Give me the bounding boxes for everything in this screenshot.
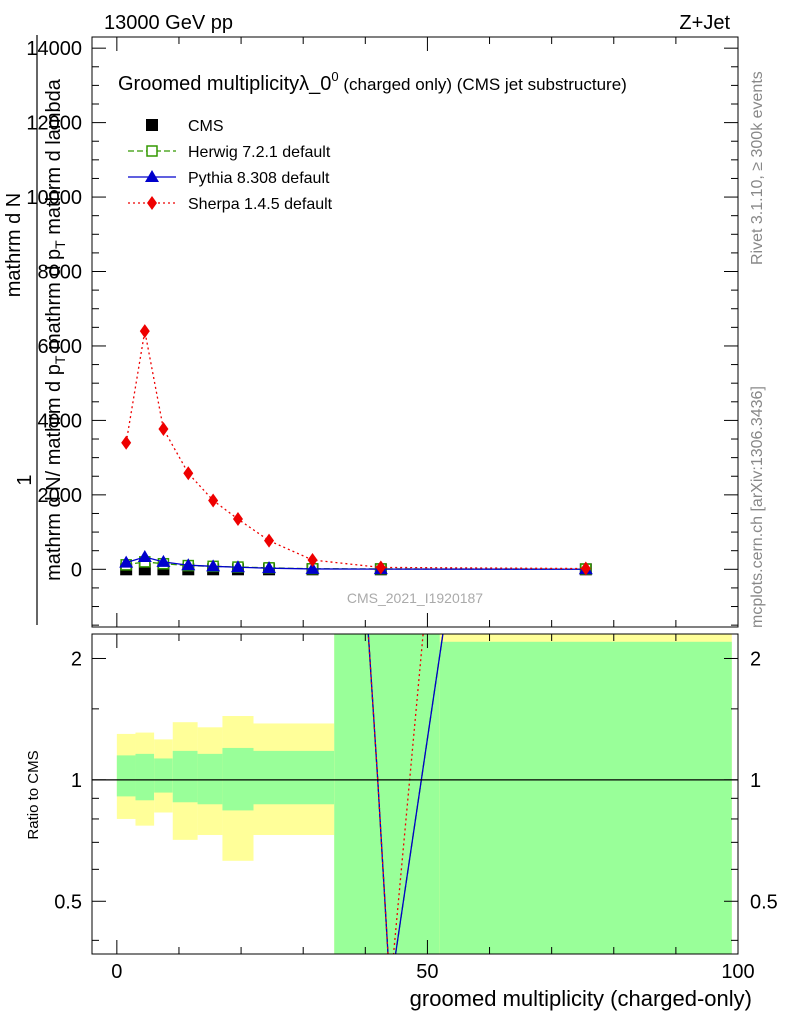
y-tick-label: 6000 <box>38 336 83 358</box>
legend-entry: CMS <box>146 118 224 135</box>
data-point <box>121 435 132 450</box>
main-plot: 0 2000 4000 6000 8000 10000 12000 14000 Groomed… <box>3 35 739 628</box>
series-sherpa <box>121 324 591 576</box>
data-point <box>158 421 169 436</box>
main-axes: 0 2000 4000 6000 8000 10000 12000 14000 <box>26 37 739 627</box>
legend-marker <box>146 145 158 157</box>
main-series-layer <box>119 324 593 576</box>
y-tick-label: 8000 <box>38 262 83 284</box>
ylabel-num-n: N <box>3 193 25 207</box>
legend: CMS Herwig 7.2.1 default Pythia 8.308 defa… <box>128 118 333 213</box>
ratio-line <box>367 634 424 954</box>
ratio-band-green <box>222 747 254 811</box>
ratio-bands-layer <box>116 634 732 954</box>
ylabel-denominator: mathrm d N/ mathrm d pT mathrm d pT math… <box>43 78 68 581</box>
data-point <box>206 559 221 572</box>
x-tick-label: 50 <box>416 961 438 983</box>
ratio-y-tick-label: 1 <box>71 770 82 792</box>
data-point <box>307 552 318 567</box>
ratio-plot-frame <box>91 633 739 955</box>
legend-marker <box>146 119 158 131</box>
x-tick-label: 100 <box>721 961 754 983</box>
data-point <box>264 533 275 548</box>
ylabel-den-part-4: T <box>52 240 68 249</box>
ratio-axes: 0 50 100 0.5 0.5 1 1 2 2 <box>54 634 778 983</box>
data-point <box>183 466 194 481</box>
ratio-band-green <box>334 634 440 954</box>
legend-label: Herwig 7.2.1 default <box>188 144 331 161</box>
y-tick-label: 4000 <box>38 410 83 432</box>
x-axis-label: groomed multiplicity (charged-only) <box>410 986 752 1011</box>
data-point <box>137 550 152 563</box>
process-label: Z+Jet <box>679 12 730 34</box>
data-point <box>156 554 171 567</box>
ratio-band-green <box>253 750 335 805</box>
data-point <box>181 558 196 571</box>
legend-marker <box>147 196 157 210</box>
plot-title-main: Groomed multiplicityλ_0 <box>118 73 331 95</box>
ratio-y-tick-label-right: 0.5 <box>750 891 778 913</box>
ylabel-den-part-3: mathrm d p <box>43 249 65 350</box>
ratio-y-tick-label-right: 2 <box>750 648 761 670</box>
ratio-plot: 0 50 100 0.5 0.5 1 1 2 2 Ratio to CMS <box>25 633 778 983</box>
ratio-band-green <box>116 755 136 797</box>
main-plot-frame <box>91 36 739 628</box>
y-tick-label: 12000 <box>26 113 82 135</box>
legend-entry: Pythia 8.308 default <box>128 170 330 187</box>
mcplots-label: mcplots.cern.ch [arXiv:1306.3436] <box>749 386 766 628</box>
data-point <box>375 560 386 575</box>
legend-entry: Herwig 7.2.1 default <box>128 144 331 161</box>
ratio-y-tick-label: 0.5 <box>54 891 82 913</box>
series-pythia <box>119 550 593 575</box>
rivet-label: Rivet 3.1.10, ≥ 300k events <box>749 71 766 265</box>
data-point <box>119 555 134 568</box>
main-ylabel: 1 mathrm d N mathrm d N/ mathrm d pT mat… <box>3 35 68 625</box>
y-tick-label: 0 <box>71 559 82 581</box>
ratio-y-tick-label: 2 <box>71 648 82 670</box>
ratio-band-green <box>439 641 732 954</box>
series-line <box>125 556 586 570</box>
legend-marker <box>145 170 159 182</box>
ratio-band-green <box>135 753 155 801</box>
ylabel-den-part-2: T <box>52 355 68 364</box>
x-tick-label: 0 <box>111 961 122 983</box>
legend-label: CMS <box>188 118 224 135</box>
data-point <box>262 561 277 574</box>
ratio-band-green <box>154 758 173 793</box>
ratio-ylabel: Ratio to CMS <box>25 750 42 839</box>
ylabel-numerator: mathrm d N <box>3 193 25 297</box>
analysis-watermark: CMS_2021_I1920187 <box>347 590 483 606</box>
ratio-lines-layer <box>92 634 738 954</box>
ylabel-one: 1 <box>14 474 36 485</box>
series-line <box>125 330 586 570</box>
ylabel-num-d: mathrm d <box>3 213 25 297</box>
legend-label: Sherpa 1.4.5 default <box>188 196 333 213</box>
ratio-y-tick-label-right: 1 <box>750 770 761 792</box>
ratio-band-green <box>197 753 223 805</box>
data-point <box>208 493 219 508</box>
legend-label: Pythia 8.308 default <box>188 170 330 187</box>
legend-entry: Sherpa 1.4.5 default <box>128 196 333 213</box>
ylabel-den-part-5: mathrm d lambda <box>43 78 65 234</box>
ratio-band-green <box>172 750 198 803</box>
y-tick-label: 10000 <box>26 187 82 209</box>
ylabel-den-part-1: / mathrm d p <box>43 364 65 476</box>
data-point <box>580 561 591 576</box>
data-point <box>232 512 243 527</box>
data-point <box>305 561 320 574</box>
plot-title-sup: 0 <box>331 69 338 84</box>
data-point <box>139 324 150 339</box>
y-tick-label: 14000 <box>26 38 82 60</box>
plot-title-suffix: (charged only) (CMS jet substructure) <box>339 75 627 94</box>
energy-label: 13000 GeV pp <box>104 12 233 34</box>
plot-title: Groomed multiplicityλ_00 (charged only) … <box>118 69 627 95</box>
ylabel-den-part-0: mathrm d N <box>43 476 65 580</box>
data-point <box>230 560 245 573</box>
y-tick-label: 2000 <box>38 485 83 507</box>
